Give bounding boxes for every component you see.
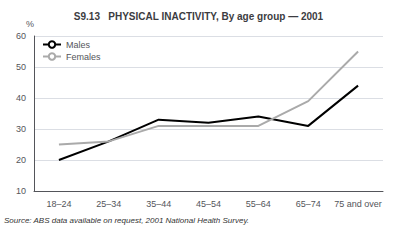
svg-text:65–74: 65–74 [296,199,321,209]
svg-text:50: 50 [16,62,26,72]
svg-text:20: 20 [16,155,26,165]
svg-text:30: 30 [16,124,26,134]
svg-text:Males: Males [66,40,91,50]
svg-text:18–24: 18–24 [46,199,71,209]
svg-text:75 and over: 75 and over [334,199,382,209]
svg-text:60: 60 [16,31,26,41]
svg-text:Females: Females [66,52,101,62]
svg-text:35–44: 35–44 [146,199,171,209]
svg-text:10: 10 [16,186,26,196]
svg-text:55–64: 55–64 [246,199,271,209]
svg-text:%: % [26,19,34,29]
svg-text:Source: ABS data available on: Source: ABS data available on request, 2… [4,216,249,225]
svg-text:40: 40 [16,93,26,103]
svg-text:45–54: 45–54 [196,199,221,209]
svg-text:25–34: 25–34 [96,199,121,209]
svg-text:S9.13 PHYSICAL INACTIVITY, B: S9.13 PHYSICAL INACTIVITY, By age group … [74,11,324,22]
